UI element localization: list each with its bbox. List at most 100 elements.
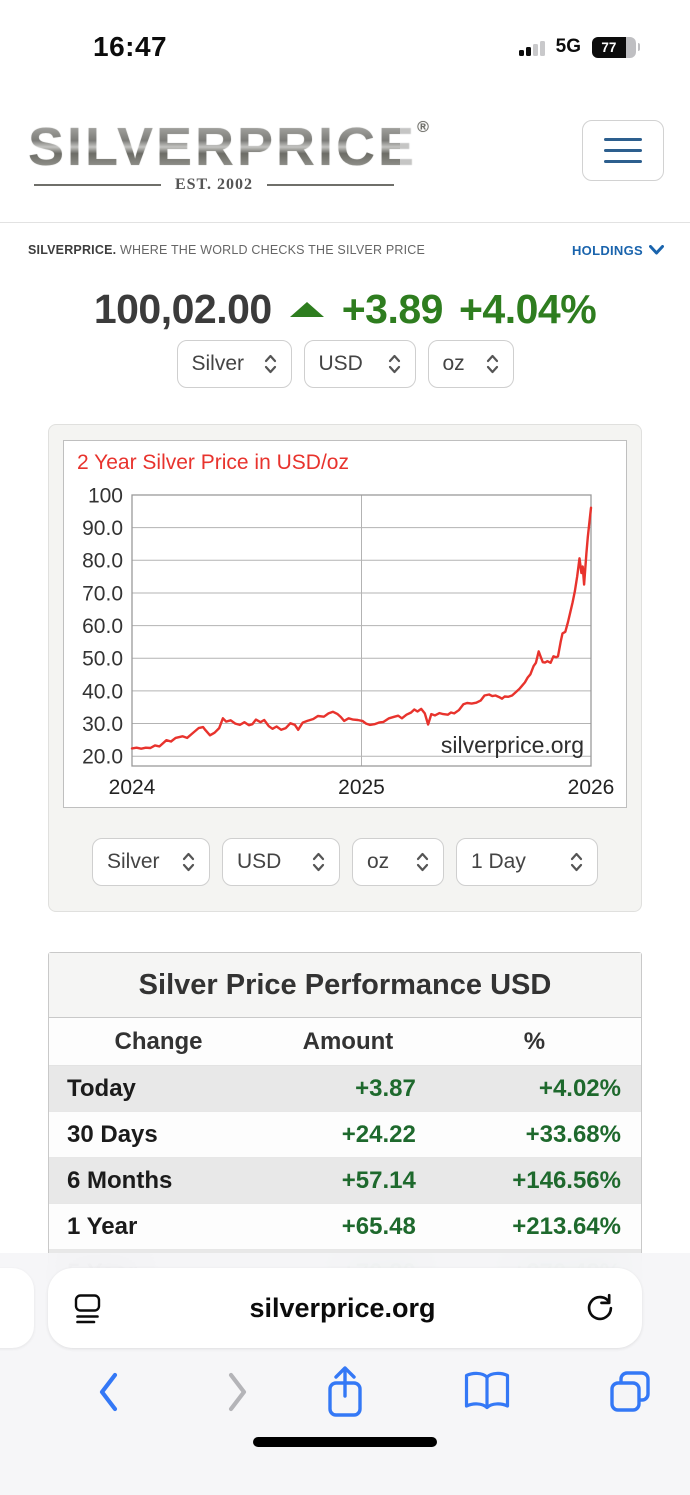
safari-bottom-bar: silverprice.org bbox=[0, 1253, 690, 1495]
svg-text:90.0: 90.0 bbox=[82, 517, 123, 540]
registered-mark: ® bbox=[417, 119, 432, 136]
row-amount: +24.22 bbox=[268, 1111, 428, 1158]
row-change: Today bbox=[49, 1065, 269, 1112]
chart-currency-select[interactable]: USD bbox=[222, 838, 340, 886]
forward-button[interactable] bbox=[215, 1361, 261, 1423]
reload-icon[interactable] bbox=[584, 1292, 616, 1324]
chart-period-select[interactable]: 1 Day bbox=[456, 838, 598, 886]
holdings-link[interactable]: HOLDINGS bbox=[572, 243, 664, 258]
holdings-label: HOLDINGS bbox=[571, 242, 643, 258]
metal-select[interactable]: Silver bbox=[176, 340, 292, 388]
battery-percent: 77 bbox=[601, 39, 617, 55]
select-arrows-icon bbox=[486, 354, 498, 374]
col-header-percent: % bbox=[427, 1018, 641, 1066]
svg-text:60.0: 60.0 bbox=[82, 615, 123, 638]
safari-toolbar bbox=[0, 1361, 690, 1423]
unit-select[interactable]: oz bbox=[427, 340, 514, 388]
select-arrows-icon bbox=[416, 852, 429, 872]
hamburger-icon bbox=[604, 137, 642, 142]
table-row: 6 Months +57.14 +146.56% bbox=[49, 1157, 641, 1204]
row-percent: +33.68% bbox=[427, 1111, 641, 1158]
established-text: EST. 2002 bbox=[174, 176, 254, 193]
currency-select-value: USD bbox=[318, 352, 363, 375]
row-amount: +57.14 bbox=[268, 1157, 428, 1204]
select-arrows-icon bbox=[570, 852, 583, 872]
price-chart-box: 2 Year Silver Price in USD/oz 100 90.0 80.… bbox=[63, 440, 627, 808]
svg-text:2025: 2025 bbox=[338, 776, 385, 799]
site-header: SILVERPRICE® EST. 2002 bbox=[28, 120, 664, 220]
row-change: 6 Months bbox=[49, 1157, 269, 1204]
svg-text:100: 100 bbox=[88, 484, 123, 507]
back-chevron-icon bbox=[99, 1372, 118, 1412]
up-arrow-icon bbox=[289, 301, 324, 317]
chart-metal-value: Silver bbox=[107, 850, 160, 873]
unit-select-value: oz bbox=[442, 352, 465, 375]
forward-chevron-icon bbox=[228, 1372, 247, 1412]
quote-selectors: Silver USD oz bbox=[0, 340, 690, 388]
silverprice-logo[interactable]: SILVERPRICE® EST. 2002 bbox=[28, 120, 429, 194]
svg-text:80.0: 80.0 bbox=[82, 550, 123, 573]
currency-select[interactable]: USD bbox=[303, 340, 416, 388]
svg-text:40.0: 40.0 bbox=[82, 680, 123, 703]
tagline-row: SILVERPRICE. WHERE THE WORLD CHECKS THE … bbox=[28, 231, 664, 269]
row-change: 30 Days bbox=[49, 1111, 269, 1158]
chart-period-value: 1 Day bbox=[471, 850, 526, 873]
back-button[interactable] bbox=[85, 1361, 131, 1423]
chart-title: 2 Year Silver Price in USD/oz bbox=[77, 451, 349, 474]
metal-select-value: Silver bbox=[191, 352, 245, 375]
chart-card: 2 Year Silver Price in USD/oz 100 90.0 80.… bbox=[48, 424, 642, 912]
chart-unit-select[interactable]: oz bbox=[352, 838, 444, 886]
svg-text:2026: 2026 bbox=[568, 776, 615, 799]
live-quote: 100,02.00 +3.89 +4.04% bbox=[0, 280, 690, 338]
select-arrows-icon bbox=[264, 354, 276, 374]
silver-price-chart: 100 90.0 80.0 70.0 60.0 50.0 40.0 30.0 20.0 2024 2… bbox=[82, 484, 615, 799]
home-indicator[interactable] bbox=[253, 1437, 437, 1447]
table-row: Today +3.87 +4.02% bbox=[49, 1065, 641, 1112]
svg-text:30.0: 30.0 bbox=[82, 713, 123, 736]
established-line: EST. 2002 bbox=[28, 176, 400, 194]
share-button[interactable] bbox=[320, 1361, 370, 1423]
cellular-signal-icon bbox=[519, 39, 545, 56]
url-text[interactable]: silverprice.org bbox=[249, 1292, 436, 1323]
address-bar[interactable]: silverprice.org bbox=[48, 1268, 642, 1348]
svg-text:70.0: 70.0 bbox=[82, 582, 123, 605]
open-book-icon bbox=[464, 1371, 510, 1410]
row-percent: +146.56% bbox=[427, 1157, 641, 1204]
svg-text:50.0: 50.0 bbox=[82, 648, 123, 671]
select-arrows-icon bbox=[312, 852, 325, 872]
price-change-percent: +4.04% bbox=[458, 285, 597, 332]
clock: 16:47 bbox=[93, 31, 168, 62]
share-icon bbox=[328, 1366, 362, 1417]
col-header-change: Change bbox=[49, 1018, 269, 1066]
tabs-icon bbox=[610, 1371, 650, 1412]
chart-unit-value: oz bbox=[367, 850, 390, 873]
chevron-down-icon bbox=[649, 245, 664, 255]
page-settings-icon[interactable] bbox=[74, 1293, 101, 1324]
chart-metal-select[interactable]: Silver bbox=[92, 838, 210, 886]
svg-text:silverprice.org: silverprice.org bbox=[441, 732, 584, 758]
site-tagline: SILVERPRICE. WHERE THE WORLD CHECKS THE … bbox=[28, 243, 425, 257]
status-bar: 16:47 5G 77 bbox=[0, 25, 690, 69]
row-change: 1 Year bbox=[49, 1203, 269, 1250]
battery-icon: 77 bbox=[592, 36, 636, 58]
col-header-amount: Amount bbox=[268, 1018, 428, 1066]
logo-wordmark: SILVERPRICE bbox=[28, 117, 418, 177]
adjacent-tab-peek[interactable] bbox=[0, 1268, 34, 1348]
bookmarks-button[interactable] bbox=[462, 1361, 512, 1423]
performance-card: Silver Price Performance USD Change Amou… bbox=[48, 952, 642, 1297]
select-arrows-icon bbox=[182, 852, 195, 872]
tagline-text: WHERE THE WORLD CHECKS THE SILVER PRICE bbox=[116, 243, 426, 257]
table-header-row: Change Amount % bbox=[49, 1018, 641, 1066]
tabs-button[interactable] bbox=[605, 1361, 655, 1423]
row-amount: +65.48 bbox=[268, 1203, 428, 1250]
svg-text:2024: 2024 bbox=[109, 776, 156, 799]
table-row: 1 Year +65.48 +213.64% bbox=[49, 1203, 641, 1250]
svg-text:20.0: 20.0 bbox=[82, 746, 123, 769]
header-divider bbox=[0, 222, 690, 223]
hamburger-menu-button[interactable] bbox=[582, 120, 664, 181]
row-percent: +4.02% bbox=[427, 1065, 641, 1112]
table-row: 30 Days +24.22 +33.68% bbox=[49, 1111, 641, 1158]
battery-nub bbox=[637, 43, 640, 51]
chart-selectors: Silver USD oz bbox=[49, 838, 641, 886]
